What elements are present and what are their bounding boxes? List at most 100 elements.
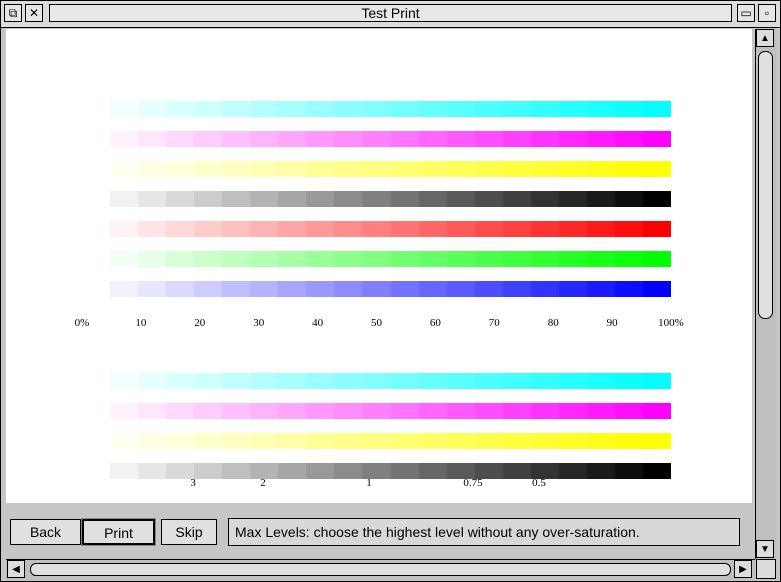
scroll-right-icon[interactable]: ▶ (734, 560, 752, 578)
ramp-step (306, 191, 335, 207)
ramp-step (194, 221, 223, 237)
ramp-step (614, 221, 643, 237)
ramp-step (614, 251, 643, 267)
ramp-step (194, 251, 223, 267)
ramp-step (334, 221, 363, 237)
ramp-step (278, 191, 307, 207)
ramp-step (586, 403, 615, 419)
ramp-step (278, 131, 307, 147)
ramp-step (642, 463, 671, 479)
back-button[interactable]: Back (10, 519, 81, 545)
ramp-step (334, 131, 363, 147)
toggle-size-icon[interactable]: ▫ (758, 4, 776, 22)
ramp-step (82, 281, 111, 297)
ramp-step (138, 191, 167, 207)
ramp-step (138, 281, 167, 297)
resize-icon[interactable] (756, 559, 776, 579)
ramp-step (334, 403, 363, 419)
ramp-step (642, 433, 671, 449)
ramp-step (334, 251, 363, 267)
back-icon[interactable]: ⧉ (4, 4, 22, 22)
ramp-step (418, 161, 447, 177)
color-ramp-yellow (82, 433, 671, 449)
ramp-step (194, 433, 223, 449)
ramp-step (530, 101, 559, 117)
ramp-step (558, 131, 587, 147)
scroll-up-icon[interactable]: ▲ (756, 29, 774, 47)
ramp-step (362, 191, 391, 207)
horizontal-scroll-thumb[interactable] (30, 563, 731, 576)
ramp-step (82, 403, 111, 419)
ramp-step (502, 433, 531, 449)
ramp-step (250, 403, 279, 419)
ramp-step (558, 101, 587, 117)
ramp-step (530, 191, 559, 207)
skip-button[interactable]: Skip (161, 519, 217, 545)
ramp-step (390, 101, 419, 117)
ramp-step (614, 373, 643, 389)
ramp-step (334, 463, 363, 479)
ramp-step (110, 251, 139, 267)
ramp-step (306, 161, 335, 177)
horizontal-scrollbar[interactable]: ◀ ▶ (6, 559, 755, 580)
ramp-step (586, 131, 615, 147)
ramp-step (642, 191, 671, 207)
ramp-step (502, 131, 531, 147)
ramp-step (530, 161, 559, 177)
ramp-step (614, 403, 643, 419)
ramp-step (138, 131, 167, 147)
ramp-step (502, 161, 531, 177)
close-icon[interactable]: ✕ (25, 4, 43, 22)
ramp-step (642, 131, 671, 147)
ramp-step (362, 373, 391, 389)
ramp-step (530, 281, 559, 297)
ramp-step (362, 463, 391, 479)
ramp-step (474, 191, 503, 207)
ramp-step (558, 191, 587, 207)
ramp-step (166, 131, 195, 147)
window-title[interactable]: Test Print (49, 4, 732, 22)
ramp-step (278, 101, 307, 117)
level-tick-label: 2 (260, 477, 266, 489)
ramp-step (222, 101, 251, 117)
ramp-step (110, 131, 139, 147)
ramp-step (110, 221, 139, 237)
ramp-step (138, 433, 167, 449)
ramp-step (166, 403, 195, 419)
ramp-step (586, 433, 615, 449)
title-bar[interactable]: ⧉ ✕ Test Print ▭ ▫ (1, 1, 780, 28)
ramp-step (418, 221, 447, 237)
color-ramp-black (82, 191, 671, 207)
ramp-step (390, 221, 419, 237)
ramp-step (334, 191, 363, 207)
vertical-scrollbar[interactable]: ▲ ▼ (755, 29, 776, 559)
ramp-step (222, 221, 251, 237)
vertical-scroll-thumb[interactable] (758, 51, 773, 319)
percent-tick-label: 50 (371, 317, 382, 329)
ramp-step (502, 251, 531, 267)
ramp-step (278, 161, 307, 177)
iconise-icon[interactable]: ▭ (737, 4, 755, 22)
ramp-step (250, 433, 279, 449)
ramp-step (586, 463, 615, 479)
ramp-step (474, 281, 503, 297)
print-button[interactable]: Print (81, 518, 156, 546)
ramp-step (110, 281, 139, 297)
ramp-step (530, 221, 559, 237)
ramp-step (390, 161, 419, 177)
percent-tick-label: 60 (429, 317, 441, 329)
ramp-step (390, 191, 419, 207)
status-message: Max Levels: choose the highest level wit… (228, 518, 740, 546)
level-tick-label: 1 (366, 477, 372, 489)
ramp-step (446, 433, 475, 449)
ramp-step (446, 463, 475, 479)
ramp-step (306, 281, 335, 297)
ramp-step (166, 101, 195, 117)
scroll-down-icon[interactable]: ▼ (756, 540, 774, 558)
scroll-left-icon[interactable]: ◀ (7, 560, 25, 578)
ramp-step (362, 221, 391, 237)
ramp-step (502, 101, 531, 117)
ramp-step (334, 161, 363, 177)
level-tick-label: 0.5 (532, 477, 546, 489)
ramp-step (390, 403, 419, 419)
